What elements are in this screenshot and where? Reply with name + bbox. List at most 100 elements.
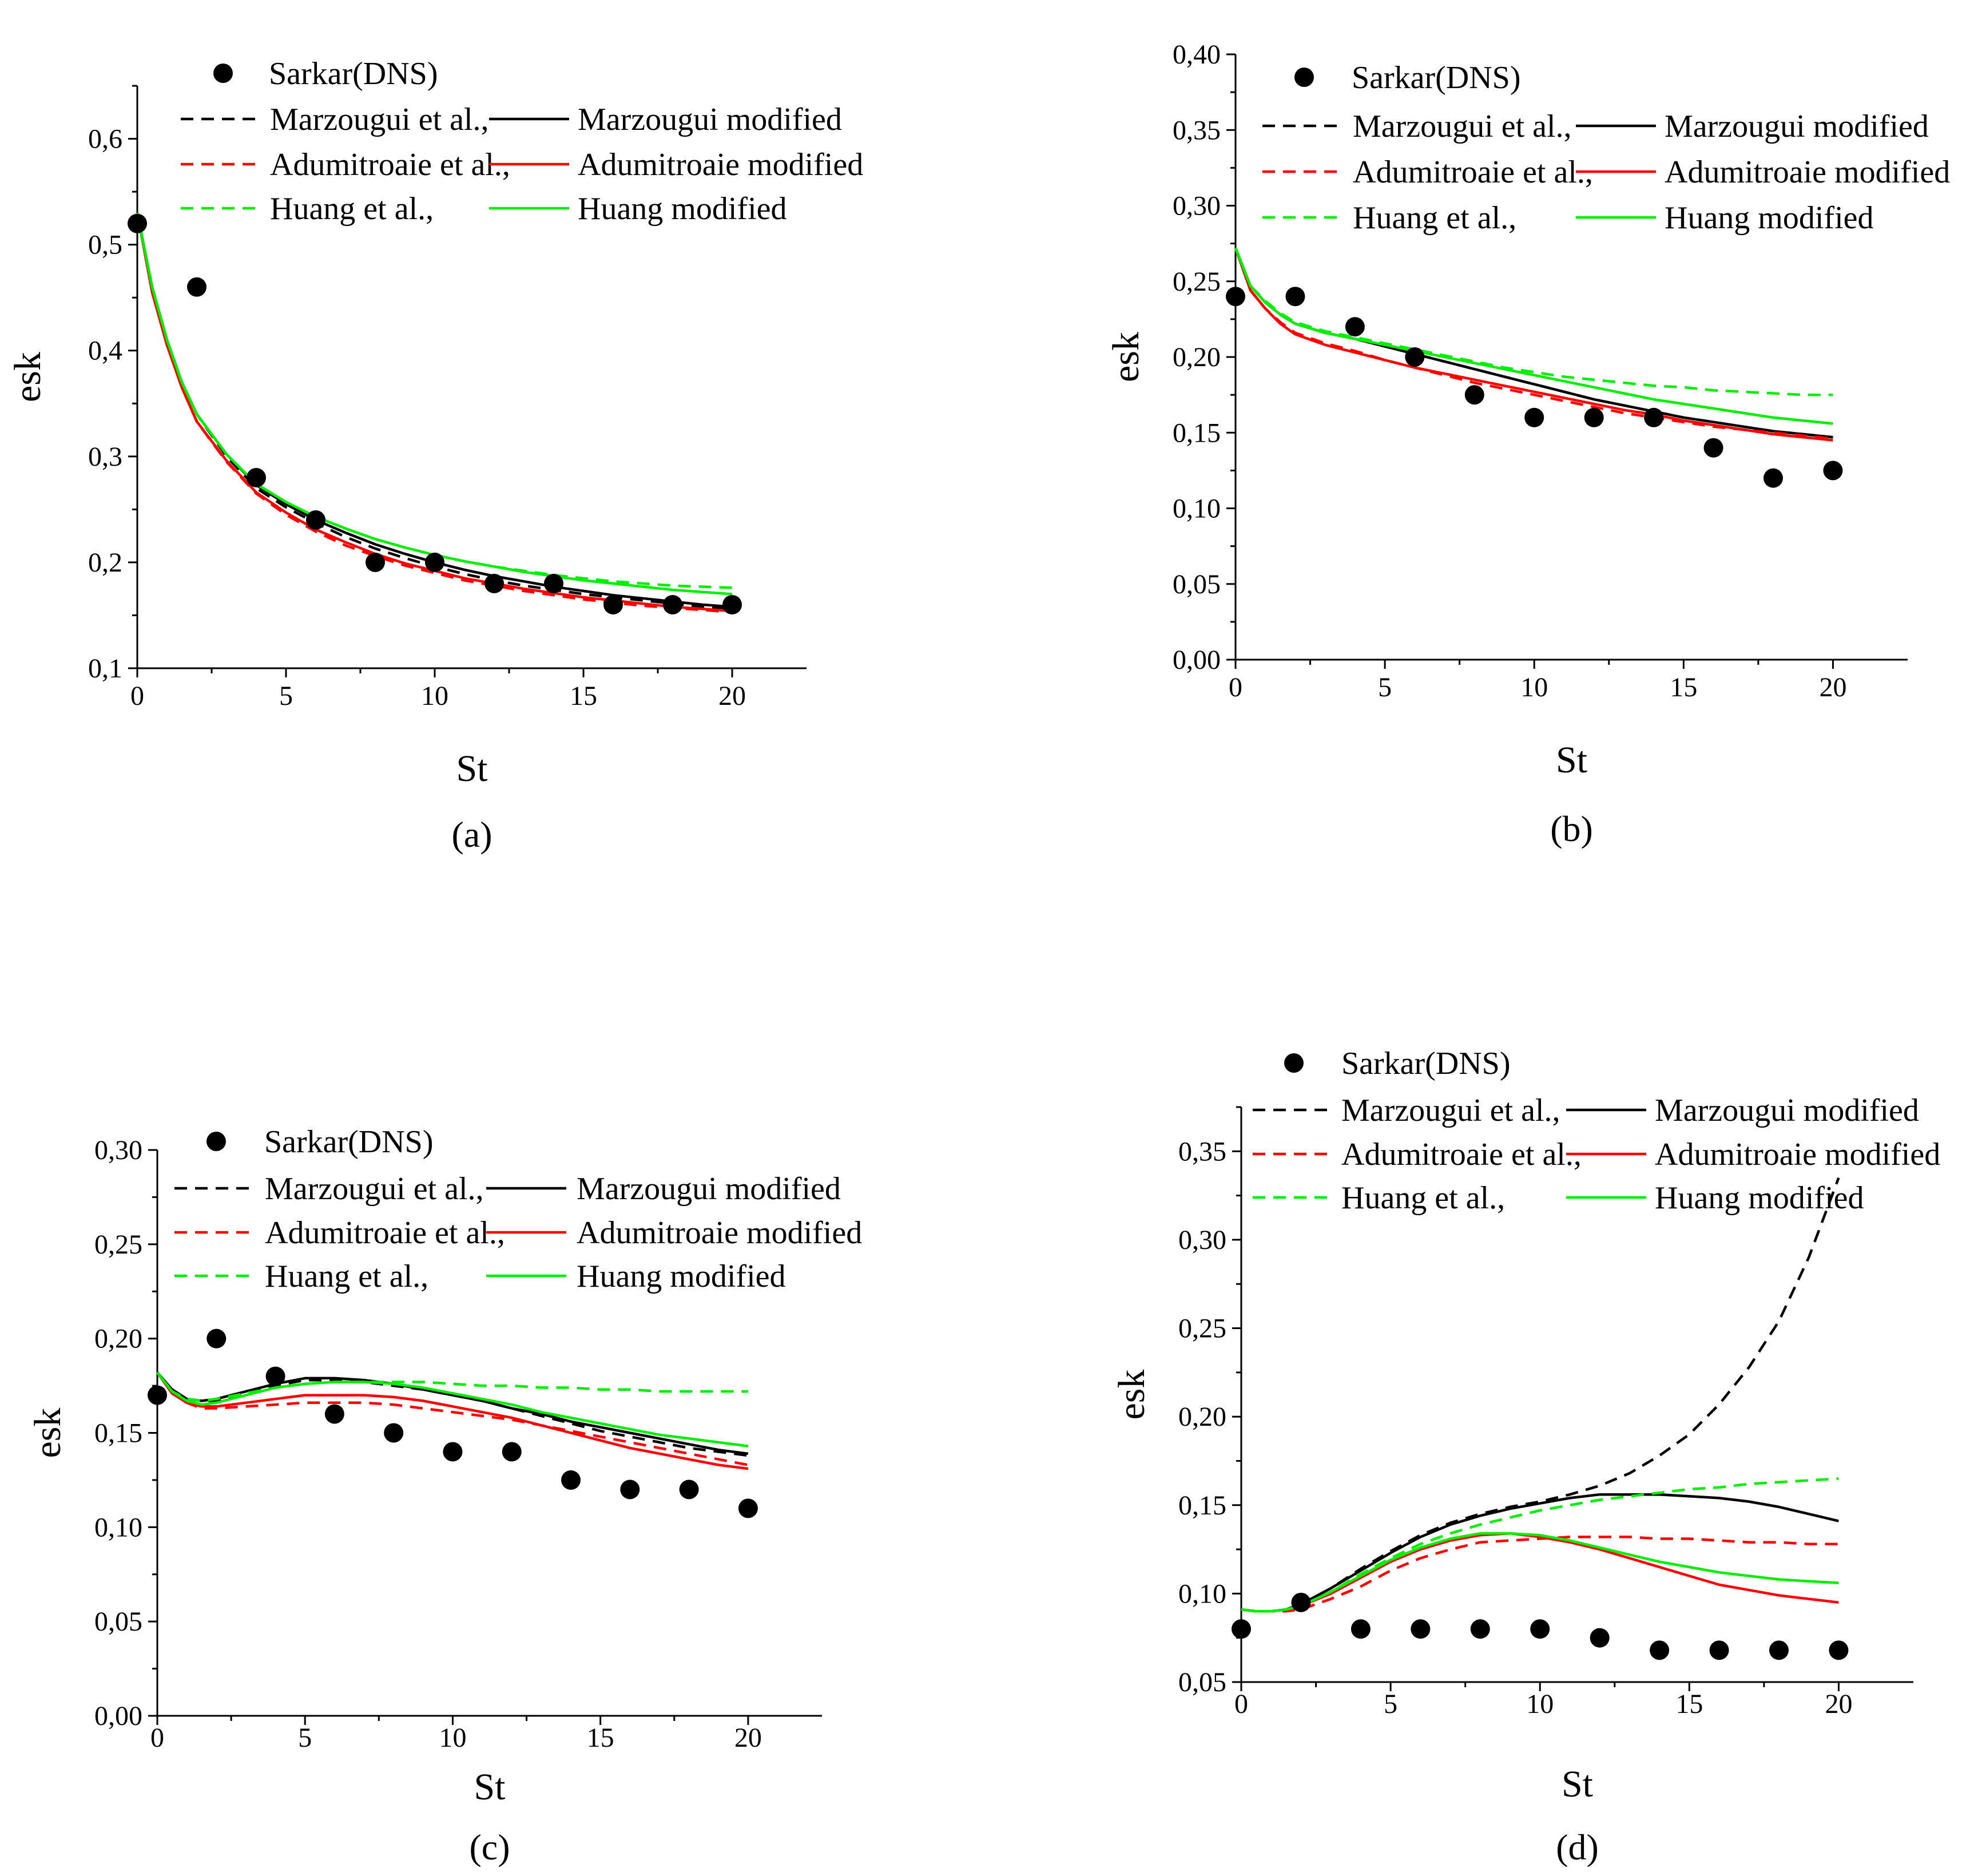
panel-b-y-tick-label: 0,35 [1173,115,1221,145]
panel-c-dns-point [443,1442,463,1462]
panel-b-y-tick-label: 0,15 [1173,418,1221,448]
panel-a-dns-point [366,552,385,572]
panel-c-x-tick-label: 10 [439,1723,466,1753]
panel-d-x-title: St [1562,1763,1593,1805]
panel-d-y-tick-label: 0,25 [1178,1314,1226,1344]
panel-d-dns-point [1650,1640,1670,1660]
panel-a-y-tick-label: 0,4 [88,336,122,366]
panel-a-dns-point [306,510,325,530]
panel-d-series-adumitroaie-et-al [1241,1536,1839,1613]
panel-b-x-tick-label: 10 [1520,672,1548,703]
panel-c-legend: Sarkar(DNS) Marzougui et al., Marzougui mo… [174,1124,862,1294]
panel-b-label: (b) [1550,808,1593,849]
panel-a-dns-point [425,552,444,572]
panel-d-y-tick-label: 0,20 [1178,1402,1226,1432]
panel-b-dns-point [1464,385,1484,405]
panel-c-dns-point [265,1366,285,1386]
panel-d-y-tick-label: 0,35 [1178,1136,1226,1167]
panel-d-x-tick-label: 5 [1384,1689,1397,1719]
panel-d-dns-point [1351,1619,1371,1639]
panel-b-y-tick-label: 0,20 [1173,342,1221,372]
legend-marzougui-modified-label: Marzougui modified [1665,109,1929,144]
panel-c-dns-point [502,1442,522,1462]
panel-a-series-adumitroaie-et-al [136,212,733,614]
panel-b-series-huang-et-al [1234,247,1833,396]
legend-marzougui-label: Marzougui et al., [270,102,489,137]
panel-c-dns-point [148,1385,167,1405]
panel-a-y-tick-label: 0,5 [88,230,122,260]
panel-c-dns-point [738,1498,758,1518]
legend-marzougui-label: Marzougui et al., [265,1171,484,1207]
panel-a-x-title: St [456,748,487,790]
panel-a-x-tick-label: 5 [279,681,293,711]
legend-adumitroaie-label: Adumitroaie et al., [1341,1137,1582,1172]
panel-d-dns-point [1411,1619,1431,1639]
panel-c-x-tick-label: 5 [298,1723,312,1753]
legend-marzougui-modified-label: Marzougui modified [577,1171,841,1207]
panel-d-dns-point [1709,1640,1729,1660]
panel-a-x-tick-label: 20 [718,681,746,711]
panel-a-y-tick-label: 0,1 [88,653,122,684]
panel-c-x-tick-label: 0 [150,1723,164,1753]
panel-a-y-tick-label: 0,2 [88,548,122,578]
panel-c-dns-point [206,1328,227,1349]
panel-b-dns-point [1644,407,1664,427]
panel-b-legend: Sarkar(DNS) Marzougui et al., Marzougui mo… [1262,60,1950,236]
panel-b-dns-point [1703,438,1723,458]
panel-b-dns-point [1285,287,1305,307]
panel-b-y-tick-label: 0,40 [1173,39,1221,70]
panel-a-y-tick-label: 0,6 [88,124,122,154]
panel-d-x-tick-label: 15 [1675,1689,1703,1719]
panel-d-x-tick-label: 10 [1526,1689,1554,1719]
legend-huang-label: Huang et al., [270,191,434,227]
panel-c-y-title: esk [27,1408,69,1458]
panel-b-dns-point [1763,468,1783,488]
panel-b-x-tick-label: 20 [1819,672,1846,703]
legend-dns-label: Sarkar(DNS) [269,56,438,92]
panel-b-y-tick-label: 0,30 [1173,191,1221,221]
panel-b-x-tick-label: 0 [1229,672,1242,703]
panel-a-series-marzougui-et-al [136,212,733,610]
legend-dns-marker [1294,68,1314,87]
panel-c-dns-point [384,1423,404,1443]
panel-b: 0,00 0,05 0,10 0,15 0,20 0,25 0,30 0,35 0,40 0 5 10… [1105,39,1950,849]
panel-c-y-tick-label: 0,05 [94,1607,142,1637]
panel-b-dns-point [1584,407,1604,427]
legend-huang-label: Huang et al., [1353,200,1516,236]
panel-b-series-huang-modified [1234,247,1833,425]
legend-marzougui-label: Marzougui et al., [1341,1093,1560,1128]
legend-huang-modified-label: Huang modified [1665,200,1873,236]
panel-b-x-title: St [1556,739,1587,781]
legend-marzougui-modified-label: Marzougui modified [1655,1093,1919,1128]
panel-c-label: (c) [469,1827,510,1867]
panel-c-series-adumitroaie-et-al [156,1371,749,1466]
panel-b-x-tick-label: 15 [1670,672,1697,703]
panel-c-y-tick-label: 0,20 [94,1324,142,1354]
panel-a-y-tick-label: 0,3 [88,442,122,472]
panel-c-y-tick-label: 0,25 [94,1229,142,1260]
panel-c-y-tick-label: 0,30 [94,1135,142,1165]
panel-b-y-tick-label: 0,25 [1173,267,1221,297]
panel-a-dns-point [128,213,147,233]
panel-a-x-tick-label: 0 [130,681,144,711]
panel-b-y-tick-label: 0,05 [1173,569,1221,600]
legend-huang-label: Huang et al., [265,1259,428,1294]
panel-c-y-tick-label: 0,10 [94,1512,142,1542]
panel-c-series-huang-et-al [156,1371,748,1402]
legend-adumitroaie-label: Adumitroaie et al., [1353,154,1593,190]
legend-adumitroaie-label: Adumitroaie et al., [270,147,510,183]
panel-d-y-tick-label: 0,15 [1178,1490,1226,1521]
panel-b-dns-point [1226,287,1245,307]
panel-a-dns-point [722,594,742,614]
legend-huang-label: Huang et al., [1341,1180,1505,1216]
panel-b-dns-point [1823,461,1843,481]
panel-d-y-tick-label: 0,10 [1178,1578,1226,1609]
panel-c: 0,00 0,05 0,10 0,15 0,20 0,25 0,30 0 5 10 15 20 St es… [27,1124,862,1867]
panel-a-x-tick-label: 15 [570,681,597,711]
panel-a-dns-point [663,594,682,614]
panel-a-dns-point [603,594,623,614]
legend-dns-label: Sarkar(DNS) [1341,1046,1510,1081]
panel-b-y-tick-label: 0,10 [1173,494,1221,524]
panel-d-x-tick-label: 20 [1825,1689,1852,1719]
panel-a-series-huang-modified [136,212,733,596]
